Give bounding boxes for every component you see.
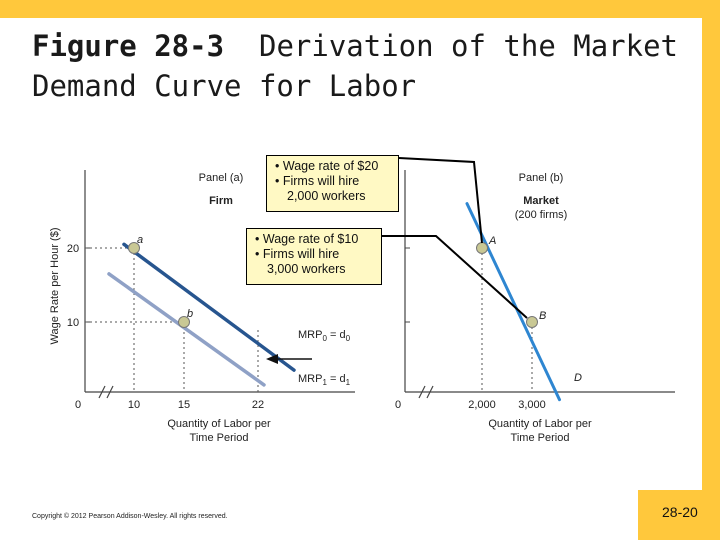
panel-a-subtitle: Firm xyxy=(209,195,233,207)
panel-b-subtitle: Market xyxy=(523,195,559,207)
panel-b-x-axis-title-2: Time Period xyxy=(511,432,570,444)
panel-b-axis-break xyxy=(418,385,426,399)
figure-caption: Derivation of the Market Demand Curve fo… xyxy=(32,29,679,103)
panel-b-axis-break xyxy=(426,385,434,399)
callout-20-line3: 2,000 workers xyxy=(287,189,366,203)
panel-a-axis-break xyxy=(106,385,114,399)
page-number-badge: 28-20 xyxy=(638,490,720,540)
callout-10-line1: Wage rate of $10 xyxy=(255,232,375,247)
x-tick-label: 0 xyxy=(75,399,81,411)
panel-a-title: Panel (a) xyxy=(199,172,244,184)
y-tick-label: 20 xyxy=(67,243,79,255)
x-tick-label: 10 xyxy=(128,399,140,411)
point-B-label: B xyxy=(539,310,546,322)
point-b-label: b xyxy=(187,308,193,320)
y-tick-label: 10 xyxy=(67,317,79,329)
copyright-notice: Copyright © 2012 Pearson Addison-Wesley.… xyxy=(32,513,228,520)
panel-b-title: Panel (b) xyxy=(519,172,564,184)
callout-20-line2: Firms will hire xyxy=(275,174,392,189)
panel-a-x-axis-title-2: Time Period xyxy=(190,432,249,444)
panel-a-y-axis-title: Wage Rate per Hour ($) xyxy=(49,228,61,345)
point-a-label: a xyxy=(137,234,143,246)
x-tick-label: 22 xyxy=(252,399,264,411)
top-accent-bar xyxy=(0,0,720,18)
point-B xyxy=(526,316,538,328)
point-b xyxy=(178,316,190,328)
mrp1-label: MRP1 = d1 xyxy=(298,373,351,387)
callout-20-connector xyxy=(398,157,483,244)
x-tick-label: 3,000 xyxy=(518,399,546,411)
figure-number: Figure 28-3 xyxy=(32,29,225,63)
panel-a-x-axis-title-1: Quantity of Labor per xyxy=(167,418,271,430)
callout-10-line2: Firms will hire xyxy=(255,247,375,262)
callout-wage-10: Wage rate of $10 Firms will hire 3,000 w… xyxy=(246,228,382,285)
mrp0-label: MRP0 = d0 xyxy=(298,329,351,343)
callout-wage-20: Wage rate of $20 Firms will hire 2,000 w… xyxy=(266,155,399,212)
panel-b-x-axis-title-1: Quantity of Labor per xyxy=(488,418,592,430)
market-demand-curve xyxy=(465,202,561,402)
mrp1-curve xyxy=(107,272,266,387)
point-A xyxy=(476,242,488,254)
point-a xyxy=(128,242,140,254)
x-tick-label: 2,000 xyxy=(468,399,496,411)
callout-10-line3: 3,000 workers xyxy=(267,262,346,276)
panel-b-subtitle2: (200 firms) xyxy=(515,209,568,221)
page-number: 28-20 xyxy=(662,504,698,520)
point-A-label: A xyxy=(488,235,496,247)
slide-title: Figure 28-3 Derivation of the Market Dem… xyxy=(32,26,692,106)
shift-arrow-head xyxy=(266,354,278,364)
x-tick-label: 15 xyxy=(178,399,190,411)
panel-a-axis-break xyxy=(98,385,106,399)
callout-10-connector xyxy=(382,235,528,319)
callout-20-line1: Wage rate of $20 xyxy=(275,159,392,174)
market-demand-label: D xyxy=(574,372,582,384)
right-accent-bar xyxy=(702,0,720,540)
x-tick-label: 0 xyxy=(395,399,401,411)
mrp0-curve xyxy=(122,242,296,372)
